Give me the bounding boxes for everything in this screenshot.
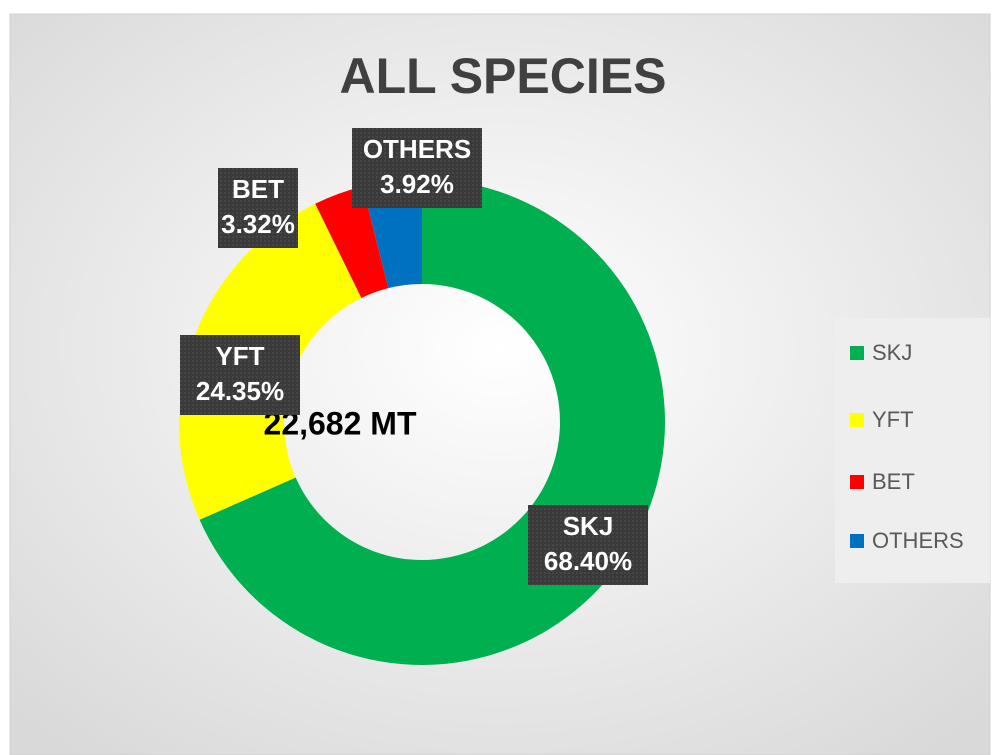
data-label-category: SKJ [563, 511, 614, 541]
legend-label: YFT [872, 407, 914, 432]
legend-swatch [850, 475, 864, 489]
data-label-box [180, 335, 300, 415]
legend-label: BET [872, 469, 915, 494]
data-label-value: 24.35% [196, 376, 284, 406]
data-label-value: 3.92% [380, 169, 454, 199]
data-label-value: 3.32% [221, 209, 295, 239]
legend-label: SKJ [872, 340, 912, 365]
legend-swatch [850, 534, 864, 548]
data-label-box [218, 168, 298, 248]
data-label-box [528, 505, 648, 585]
legend-swatch [850, 346, 864, 360]
data-label-category: BET [232, 174, 284, 204]
chart-title: ALL SPECIES [340, 48, 667, 104]
donut-segment [315, 186, 389, 299]
data-label-value: 68.40% [544, 546, 632, 576]
data-label-box [352, 128, 482, 208]
data-label-category: YFT [215, 341, 264, 371]
legend-label: OTHERS [872, 528, 964, 553]
legend-swatch [850, 413, 864, 427]
data-label-category: OTHERS [363, 134, 471, 164]
